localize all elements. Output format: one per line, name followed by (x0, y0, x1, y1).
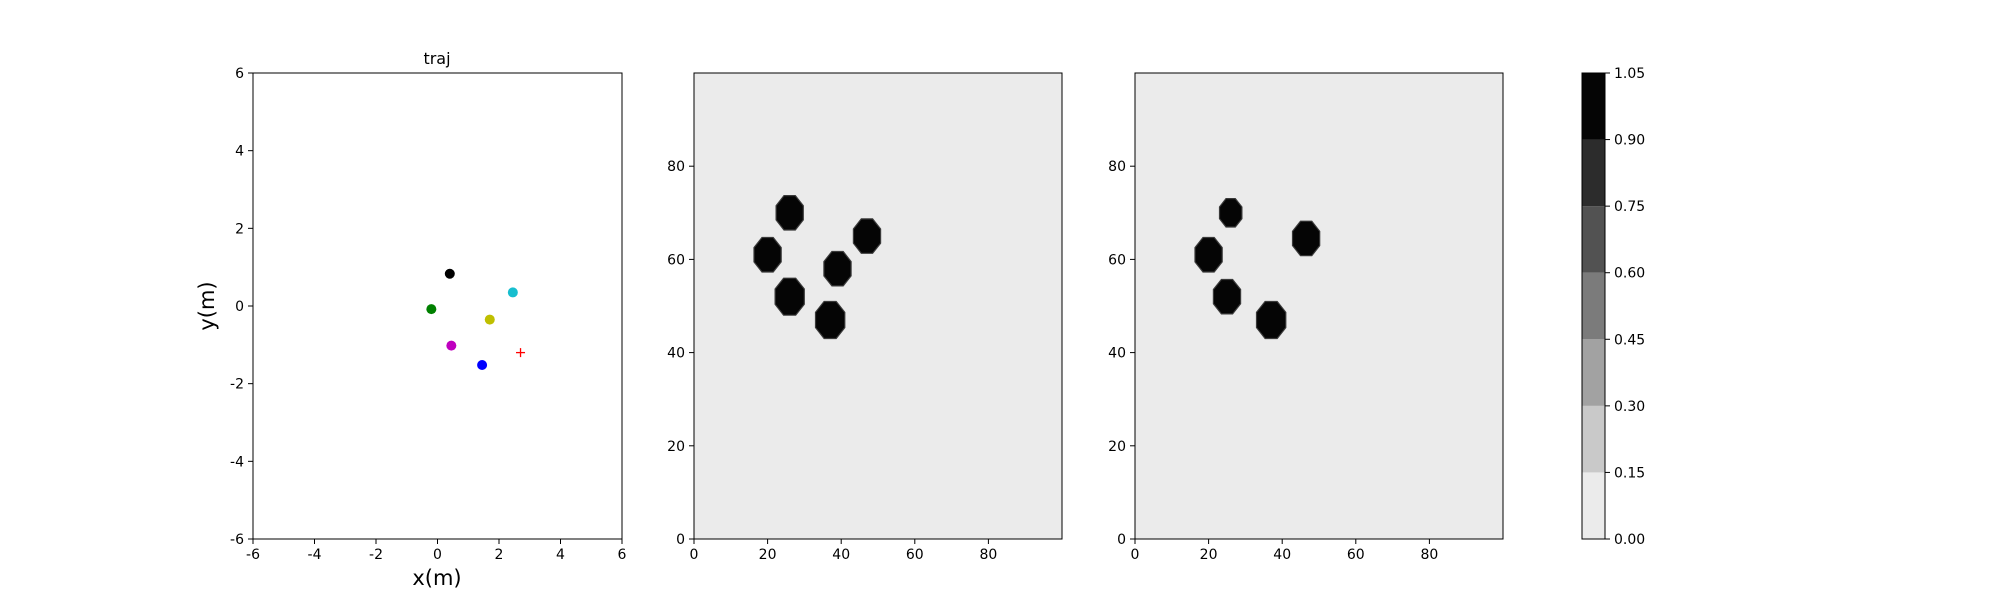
p2-xtick-label: 40 (832, 547, 850, 563)
p3-xtick-label: 60 (1347, 547, 1365, 563)
colorbar-band-3 (1582, 272, 1605, 340)
colorbar-band-2 (1582, 339, 1605, 406)
p2-xtick-label: 0 (690, 547, 699, 563)
trajectory-xtick-label: 4 (556, 547, 565, 563)
trajectory-ytick-label: 0 (235, 299, 244, 315)
p3-blob-1 (1194, 236, 1223, 273)
trajectory-plot-title: traj (423, 49, 450, 68)
p3-xtick-label: 20 (1200, 547, 1218, 563)
p3-ytick-label: 0 (1117, 532, 1126, 548)
p3-ytick-label: 60 (1108, 252, 1126, 268)
trajectory-plot: traj -6 -4 -2 0 2 4 6 -6 -4 -2 0 2 4 6 x(m) y(m) (195, 49, 627, 590)
colorbar-tick-label: 0.75 (1614, 199, 1645, 215)
colorbar-band-6 (1582, 73, 1605, 140)
p2-blob-1 (753, 236, 782, 273)
trajectory-ytick-label: -6 (230, 532, 244, 548)
p2-xtick-label: 60 (906, 547, 924, 563)
heatmap-2-frame (1134, 72, 1504, 540)
trajectory-xtick-label: -4 (308, 547, 322, 563)
colorbar-tick-label: 0.00 (1614, 532, 1645, 548)
trajectory-plot-frame (252, 72, 623, 540)
trajectory-point-2 (426, 304, 437, 315)
p2-blob-3 (823, 250, 852, 287)
trajectory-plot-xlabel: x(m) (412, 566, 461, 590)
trajectory-xtick-label: 6 (618, 547, 627, 563)
colorbar-band-4 (1582, 206, 1605, 273)
trajectory-xtick-label: -2 (369, 547, 383, 563)
trajectory-point-3 (484, 314, 495, 325)
trajectory-xtick-label: -6 (246, 547, 260, 563)
p3-xtick-label: 40 (1273, 547, 1291, 563)
p2-ytick-label: 0 (676, 532, 685, 548)
p3-ytick-label: 40 (1108, 346, 1126, 362)
p2-blob-2 (852, 218, 882, 254)
heatmap-1-background (694, 73, 1062, 539)
colorbar-tick-label: 1.05 (1614, 66, 1645, 82)
trajectory-ytick-label: -2 (230, 377, 244, 393)
trajectory-ytick-label: 6 (235, 66, 244, 82)
colorbar-frame (1581, 72, 1606, 540)
colorbar-band-0 (1582, 472, 1605, 539)
trajectory-ytick-label: 2 (235, 221, 244, 237)
p2-blob-0 (775, 195, 804, 231)
p3-blob-4 (1255, 300, 1287, 340)
trajectory-target-marker (516, 348, 526, 358)
p3-ytick-label: 80 (1108, 159, 1126, 175)
p2-blob-5 (814, 300, 846, 340)
heatmap-plot-2: 0 20 40 60 80 0 20 40 60 80 (1108, 72, 1504, 563)
p2-ytick-label: 20 (667, 439, 685, 455)
heatmap-1-frame (693, 72, 1063, 540)
p2-xtick-label: 20 (759, 547, 777, 563)
heatmap-2-background (1135, 73, 1503, 539)
trajectory-ytick-label: -4 (230, 454, 244, 470)
p2-ytick-label: 40 (667, 346, 685, 362)
colorbar-tick-label: 0.60 (1614, 266, 1645, 282)
colorbar-band-1 (1582, 405, 1605, 473)
trajectory-point-4 (446, 340, 457, 351)
p2-ytick-label: 60 (667, 252, 685, 268)
p3-ytick-label: 20 (1108, 439, 1126, 455)
colorbar-tick-label: 0.90 (1614, 133, 1645, 149)
p3-xtick-label: 0 (1131, 547, 1140, 563)
p2-xtick-label: 80 (979, 547, 997, 563)
trajectory-point-1 (507, 287, 518, 298)
colorbar: 0.00 0.15 0.30 0.45 0.60 0.75 0.90 1.05 (1581, 66, 1645, 548)
colorbar-band-5 (1582, 139, 1605, 207)
trajectory-point-5 (477, 360, 488, 371)
trajectory-xtick-label: 0 (433, 547, 442, 563)
p3-xtick-label: 80 (1420, 547, 1438, 563)
p3-blob-3 (1212, 278, 1242, 315)
p3-blob-0 (1218, 198, 1243, 228)
colorbar-tick-label: 0.45 (1614, 332, 1645, 348)
trajectory-plot-ylabel: y(m) (195, 281, 219, 330)
colorbar-tick-label: 0.30 (1614, 399, 1645, 415)
heatmap-plot-1: 0 20 40 60 80 0 20 40 60 80 (667, 72, 1063, 563)
p2-blob-4 (774, 277, 805, 316)
trajectory-point-0 (444, 268, 455, 279)
colorbar-tick-label: 0.15 (1614, 465, 1645, 481)
trajectory-xtick-label: 2 (495, 547, 504, 563)
trajectory-plot-area (253, 73, 622, 539)
p3-blob-2 (1291, 220, 1321, 257)
trajectory-ytick-label: 4 (235, 144, 244, 160)
p2-ytick-label: 80 (667, 159, 685, 175)
